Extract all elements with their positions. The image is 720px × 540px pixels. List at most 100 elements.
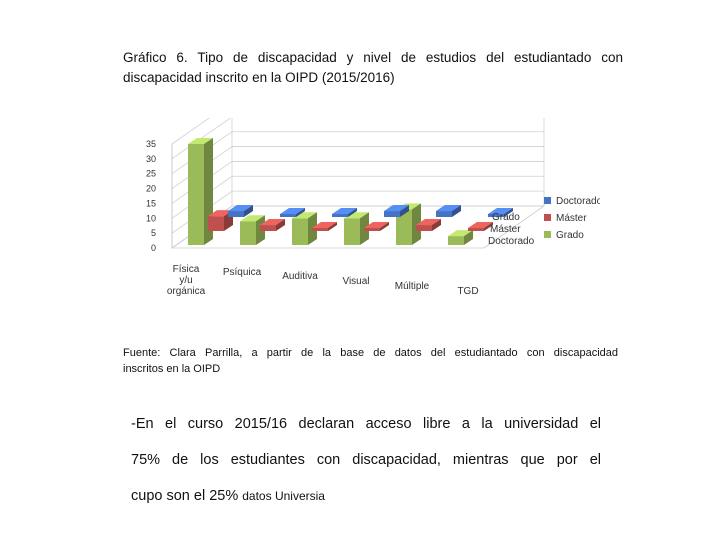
y-tick-label: 5 [151,228,156,238]
legend-swatch [544,214,551,221]
bar-mster-4 [416,219,441,231]
bar-front [364,228,380,231]
bar-mster-5 [468,222,493,231]
bar-side [296,208,305,217]
bar-top [332,208,357,214]
bar-mster-2 [312,222,337,231]
source-line-1: Fuente: Clara Parrilla, a partir de la b… [123,347,618,359]
category-label: Múltiple [395,281,430,292]
bar-doctorado-3 [384,205,409,217]
chart-caption: Gráfico 6. Tipo de discapacidad y nivel … [123,48,623,88]
bar-front [292,218,308,245]
category-label: Auditiva [282,271,318,282]
bar-grado-5 [448,230,473,245]
bar-side [328,222,337,231]
category-label: Visual [342,276,369,287]
bar-side [484,222,493,231]
bar-front [468,228,484,231]
bar-doctorado-1 [280,208,305,217]
y-tick-label: 30 [146,154,156,164]
chart-source-note: Fuente: Clara Parrilla, a partir de la b… [123,345,618,377]
bar-side [432,219,441,231]
category-label: Física [173,264,200,275]
y-tick-label: 10 [146,213,156,223]
bar-top [416,219,441,226]
legend-label: Doctorado [556,196,600,207]
caption-line-2: discapacidad inscrito en la OIPD (2015/2… [123,70,395,85]
depth-label: Doctorado [488,236,535,247]
bar-front [312,228,328,231]
bar-top [228,205,253,212]
bar-top [208,210,233,217]
bar-front [228,211,244,217]
bar-front [208,216,224,231]
bar-front [260,225,276,231]
bar-side [348,208,357,217]
body-line-3-main: cupo son el 25% [131,488,239,504]
bar-front [416,225,432,231]
category-label: TGD [457,286,478,297]
y-tick-label: 0 [151,243,156,253]
legend-label: Grado [556,230,584,241]
bar-side [464,230,473,245]
bar-grado-4 [396,203,421,245]
source-line-2: inscritos en la OIPD [123,363,221,375]
bar-front [488,214,504,217]
y-tick-label: 35 [146,139,156,149]
bar-front [332,214,348,217]
bar-front [436,211,452,217]
bar-mster-1 [260,219,285,231]
bar-top [260,219,285,226]
gridline-side [171,118,232,160]
bar-top [344,212,369,219]
bar-top [384,205,409,212]
body-line-3-source: datos Universia [242,489,325,503]
bar-top [468,222,493,228]
y-tick-label: 25 [146,169,156,179]
bar-top [312,222,337,228]
bar-front [448,236,464,245]
bar-front [280,214,296,217]
bar-top [188,137,213,144]
legend-swatch [544,231,551,238]
bar-front [240,221,256,245]
legend-label: Máster [556,213,587,224]
y-tick-label: 20 [146,184,156,194]
caption-line-1: Gráfico 6. Tipo de discapacidad y nivel … [123,50,623,65]
bar-mster-3 [364,222,389,231]
body-line-2: 75% de los estudiantes con discapacidad,… [131,452,601,468]
bar-side [244,205,253,217]
chart-legend: Doctorado Máster Grado [544,196,600,241]
bar-front [384,211,400,217]
bar-side [452,205,461,217]
bar-front [396,209,412,245]
bar-top [448,230,473,237]
bar-doctorado-5 [488,208,513,217]
chart-bars [188,137,513,245]
gridline-side [171,118,210,145]
y-axis-ticks: 0 5 10 15 20 25 30 35 [146,139,156,253]
depth-label: Máster [490,224,521,235]
bar-top [240,215,265,222]
body-line-3: cupo son el 25% datos Universia [131,484,601,520]
body-text: -En el curso 2015/16 declaran acceso lib… [131,412,601,520]
bar-side [412,203,421,245]
bar-top [436,205,461,212]
bar-side [400,205,409,217]
bar-side [380,222,389,231]
category-label: Psíquica [223,267,262,278]
bar-front [188,143,204,245]
bar-doctorado-4 [436,205,461,217]
bar-top [292,212,317,219]
bar-doctorado-2 [332,208,357,217]
depth-label: Grado [492,212,520,223]
y-tick-label: 15 [146,198,156,208]
body-line-1: -En el curso 2015/16 declaran acceso lib… [131,416,601,432]
bar-top [280,208,305,214]
bar-side [276,219,285,231]
bar-side [504,208,513,217]
bar-top [488,208,513,214]
bar-top [364,222,389,228]
